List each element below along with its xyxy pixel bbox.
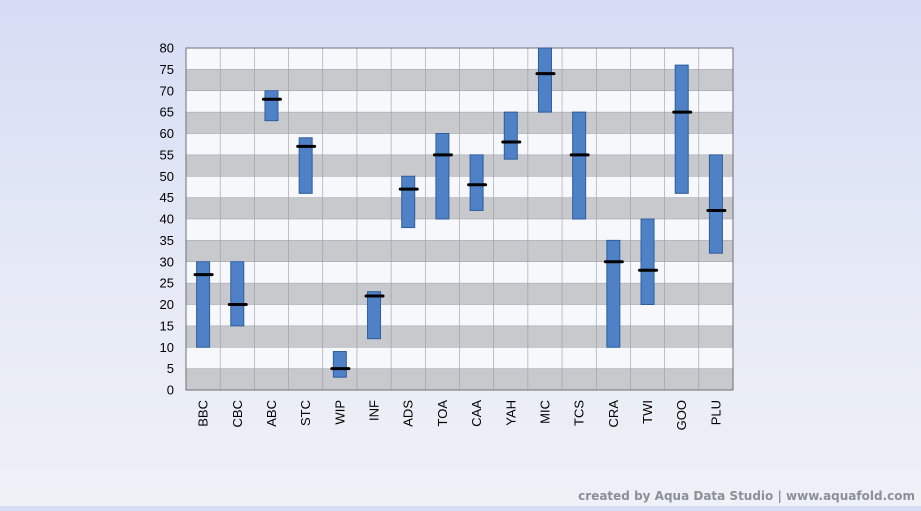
x-tick-label: GOO	[674, 400, 689, 430]
x-tick-label: TOA	[435, 400, 450, 427]
range-bar-stc	[298, 137, 313, 194]
credit-text: created by Aqua Data Studio | www.aquafo…	[578, 489, 915, 503]
plot-border	[185, 47, 734, 391]
range-bar-plu	[708, 154, 723, 254]
y-tick-label: 65	[160, 105, 174, 120]
range-bar-yah	[503, 111, 518, 160]
x-tick-label: STC	[298, 400, 313, 426]
y-tick-label: 75	[160, 62, 174, 77]
x-tick-label: BBC	[196, 400, 211, 427]
x-tick-label: PLU	[708, 400, 723, 425]
range-bar-tcs	[572, 111, 587, 220]
range-bar-toa	[435, 133, 450, 220]
x-tick-label: TCS	[572, 400, 587, 426]
y-tick-label: 5	[167, 361, 174, 376]
range-bar-wip	[332, 351, 347, 378]
x-tick-label: CAA	[469, 400, 484, 427]
y-tick-label: 55	[160, 147, 174, 162]
y-tick-label: 35	[160, 233, 174, 248]
y-tick-label: 10	[160, 340, 174, 355]
y-tick-label: 30	[160, 254, 174, 269]
range-bar-caa	[469, 154, 484, 211]
y-tick-label: 45	[160, 190, 174, 205]
y-tick-label: 70	[160, 83, 174, 98]
x-tick-label: WIP	[332, 400, 347, 425]
y-tick-label: 40	[160, 212, 174, 227]
x-tick-label: YAH	[503, 400, 518, 426]
range-bar-cbc	[230, 261, 245, 327]
range-bar-bbc	[196, 261, 211, 348]
y-tick-label: 80	[160, 41, 174, 56]
range-bar-abc	[264, 90, 279, 122]
y-tick-label: 15	[160, 318, 174, 333]
range-bar-twi	[640, 218, 655, 305]
x-tick-label: TWI	[640, 400, 655, 424]
y-tick-label: 50	[160, 169, 174, 184]
y-tick-label: 60	[160, 126, 174, 141]
range-bar-inf	[367, 291, 382, 340]
y-tick-label: 0	[167, 383, 174, 398]
x-tick-label: MIC	[537, 400, 552, 424]
range-bar-cra	[606, 239, 621, 348]
x-tick-label: INF	[367, 400, 382, 421]
x-tick-label: CBC	[230, 400, 245, 427]
x-tick-label: CRA	[606, 400, 621, 428]
y-tick-label: 25	[160, 276, 174, 291]
range-bar-ads	[401, 175, 416, 229]
x-tick-label: ADS	[401, 400, 416, 427]
range-bar-goo	[674, 64, 689, 194]
y-tick-label: 20	[160, 297, 174, 312]
x-tick-label: ABC	[264, 400, 279, 427]
range-bar-mic	[537, 47, 552, 113]
